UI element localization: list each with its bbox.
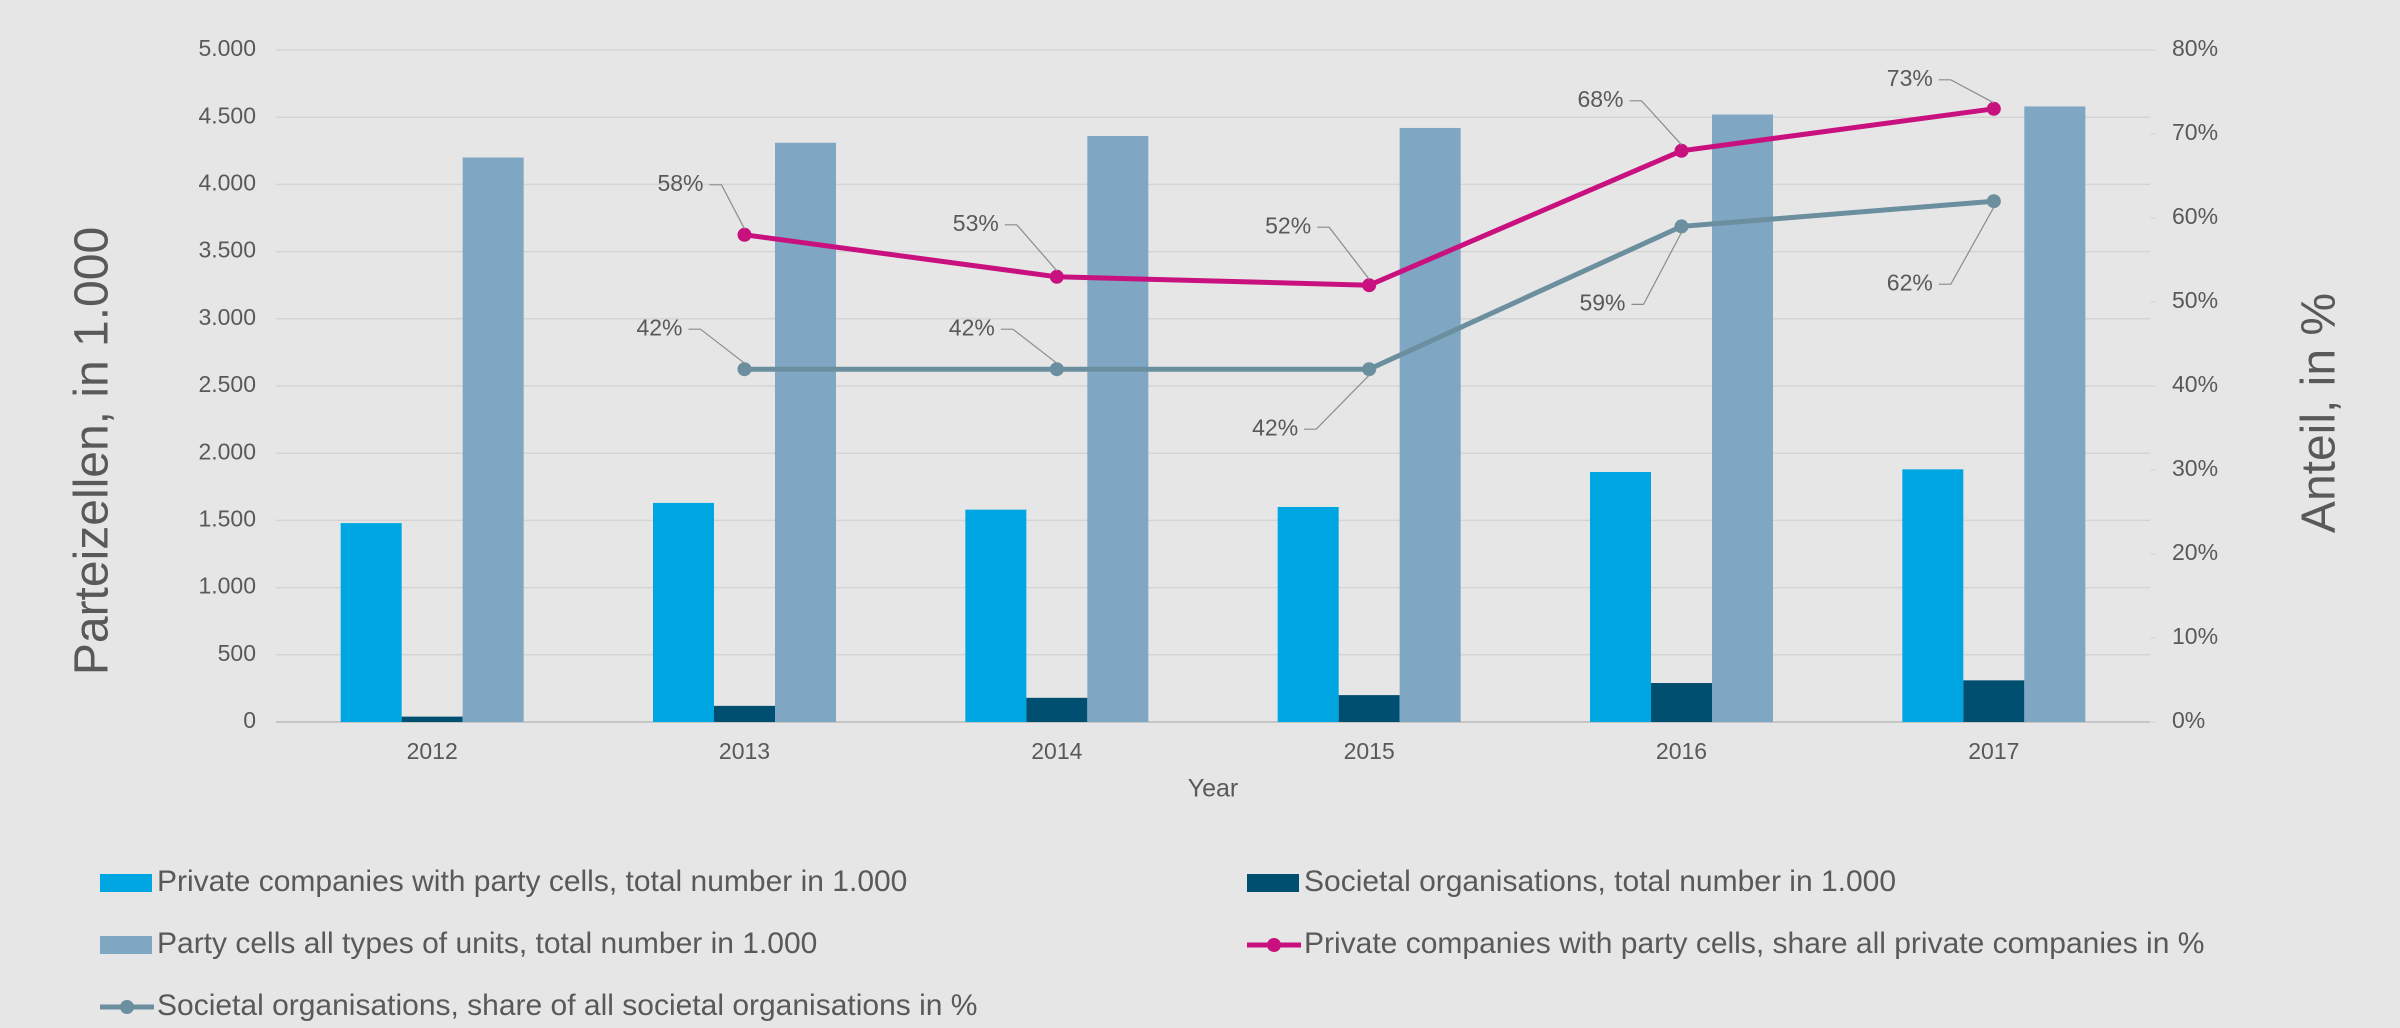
line-marker <box>1986 101 2001 116</box>
data-label: 68% <box>1577 86 1623 112</box>
line-marker <box>1674 143 1689 158</box>
legend-swatch <box>100 874 152 892</box>
bar <box>401 716 463 722</box>
bar <box>965 509 1027 722</box>
y-tick-label: 1.500 <box>198 505 256 531</box>
y-tick-label: 2.500 <box>198 371 256 397</box>
bar <box>1590 472 1651 722</box>
label-leader <box>688 328 745 364</box>
legend-label: Societal organisations, total number in … <box>1304 865 1896 898</box>
y2-tick-label: 50% <box>2172 287 2218 313</box>
legend-swatch <box>100 936 152 954</box>
label-leader <box>1938 79 1995 104</box>
y2-tick-label: 80% <box>2172 35 2218 61</box>
bar <box>1087 136 1149 723</box>
bar <box>1277 506 1339 722</box>
x-tick-label: 2012 <box>407 738 458 764</box>
legend-label: Societal organisations, share of all soc… <box>157 989 977 1022</box>
y-tick-label: 5.000 <box>198 35 256 61</box>
legend-swatch <box>1247 874 1299 892</box>
data-label: 58% <box>657 170 703 196</box>
bar <box>1026 697 1088 722</box>
line-marker <box>1986 194 2001 209</box>
x-tick-label: 2017 <box>1968 738 2019 764</box>
label-leader <box>1629 100 1682 146</box>
y2-tick-label: 40% <box>2172 371 2218 397</box>
y2-tick-label: 0% <box>2172 707 2205 733</box>
y-axis-title: Parteizellen, in 1.000 <box>66 227 119 675</box>
label-leader <box>1304 374 1370 430</box>
y-tick-label: 4.500 <box>198 102 256 128</box>
y-tick-label: 3.500 <box>198 237 256 263</box>
y2-tick-label: 20% <box>2172 539 2218 565</box>
legend-label: Party cells all types of units, total nu… <box>157 927 817 960</box>
label-leader <box>1004 224 1058 272</box>
label-leader <box>709 184 746 230</box>
data-label: 53% <box>953 210 999 236</box>
line-marker <box>1049 362 1064 377</box>
bar <box>714 705 775 722</box>
line-marker <box>1674 219 1689 234</box>
x-tick-label: 2013 <box>719 738 770 764</box>
legend-label: Private companies with party cells, tota… <box>157 865 907 898</box>
bar <box>1712 114 1773 722</box>
bar <box>340 523 402 722</box>
label-leader <box>1000 328 1058 364</box>
x-tick-label: 2016 <box>1656 738 1707 764</box>
data-label: 42% <box>949 314 995 340</box>
y-tick-label: 3.000 <box>198 304 256 330</box>
bar <box>775 142 836 723</box>
legend-swatch-marker <box>1267 938 1281 952</box>
bar <box>1399 127 1461 722</box>
line-marker <box>1362 278 1377 293</box>
x-tick-label: 2014 <box>1031 738 1082 764</box>
line-marker <box>737 227 752 242</box>
label-leader <box>1317 226 1370 280</box>
data-label: 62% <box>1887 269 1933 295</box>
legend-swatch-marker <box>120 1000 134 1014</box>
y-tick-label: 1.000 <box>198 573 256 599</box>
x-axis-title: Year <box>1188 775 1239 803</box>
legend-label: Private companies with party cells, shar… <box>1304 927 2204 960</box>
line-marker <box>1362 362 1377 377</box>
data-label: 59% <box>1579 289 1625 315</box>
bar <box>462 157 524 722</box>
data-label: 52% <box>1265 212 1311 238</box>
line-marker <box>1049 269 1064 284</box>
data-label: 42% <box>636 314 682 340</box>
bar <box>1902 469 1964 722</box>
bar <box>653 502 714 722</box>
y2-axis-title: Anteil, in % <box>2293 293 2346 533</box>
y-tick-label: 2.000 <box>198 438 256 464</box>
label-leader <box>1631 232 1683 305</box>
line-marker <box>737 362 752 377</box>
bar <box>1338 695 1400 722</box>
data-label: 73% <box>1887 65 1933 91</box>
y2-tick-label: 70% <box>2172 119 2218 145</box>
y-tick-label: 0 <box>243 707 256 733</box>
y-tick-label: 4.000 <box>198 169 256 195</box>
y2-tick-label: 60% <box>2172 203 2218 229</box>
data-label: 42% <box>1252 414 1298 440</box>
bar <box>2024 106 2086 722</box>
bar <box>1651 683 1712 722</box>
y-tick-label: 500 <box>218 640 256 666</box>
bar <box>1963 680 2025 722</box>
x-tick-label: 2015 <box>1344 738 1395 764</box>
y2-tick-label: 10% <box>2172 623 2218 649</box>
y2-tick-label: 30% <box>2172 455 2218 481</box>
label-leader <box>1938 206 1995 285</box>
